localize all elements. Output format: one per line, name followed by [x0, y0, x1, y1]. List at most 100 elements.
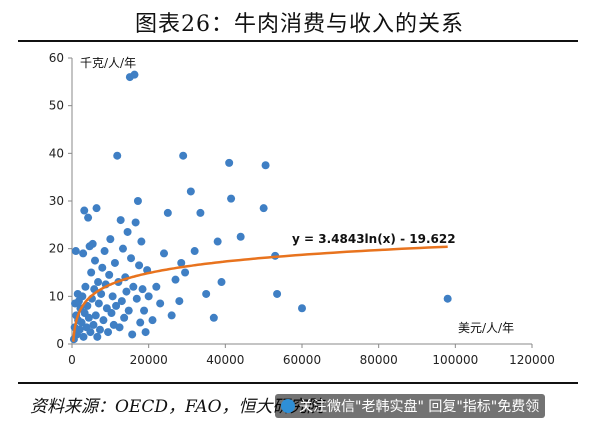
- data-point: [129, 282, 138, 291]
- data-point: [94, 299, 103, 308]
- data-point: [177, 258, 186, 267]
- page-title: 图表26：牛肉消费与收入的关系: [135, 12, 464, 37]
- y-tick-label: 50: [49, 99, 64, 113]
- data-point: [186, 187, 195, 196]
- y-tick-label: 30: [49, 194, 64, 208]
- data-point: [141, 328, 150, 337]
- data-point: [160, 249, 168, 258]
- x-tick-label: 100000: [432, 353, 478, 367]
- data-point: [117, 297, 126, 306]
- data-point: [236, 232, 245, 241]
- data-point: [196, 208, 205, 217]
- data-point: [118, 244, 127, 253]
- data-point: [132, 294, 141, 303]
- data-point: [138, 285, 147, 294]
- data-point: [77, 318, 86, 327]
- data-point: [167, 311, 176, 320]
- data-point: [100, 247, 109, 256]
- data-point: [91, 256, 99, 265]
- watermark-text: 关注微信"老韩实盘" 回复"指标"免费领: [299, 399, 540, 415]
- data-point: [443, 294, 452, 303]
- data-point: [93, 332, 102, 341]
- data-point: [175, 297, 184, 306]
- data-point: [217, 278, 226, 287]
- data-point: [227, 194, 236, 203]
- title-rule: [18, 40, 578, 42]
- data-point: [81, 282, 90, 291]
- x-axis-label: 美元/人/年: [458, 321, 514, 335]
- data-point: [190, 247, 199, 256]
- data-point: [261, 161, 270, 170]
- y-tick-label: 40: [49, 146, 64, 160]
- x-tick-label: 40000: [206, 353, 244, 367]
- data-point: [98, 263, 107, 272]
- data-point: [298, 304, 306, 313]
- data-point: [136, 318, 145, 327]
- data-point: [107, 309, 116, 318]
- data-point: [131, 218, 140, 227]
- trendline-equation: y = 3.4843ln(x) - 19.622: [292, 232, 456, 246]
- wechat-icon: [281, 399, 295, 413]
- data-point: [120, 313, 129, 322]
- data-point: [213, 237, 222, 246]
- data-point: [171, 275, 180, 284]
- data-point: [127, 254, 136, 263]
- data-point: [137, 237, 146, 246]
- data-point: [112, 301, 121, 310]
- y-tick-label: 10: [49, 289, 64, 303]
- data-point: [106, 235, 115, 244]
- chart-points: [69, 70, 452, 344]
- x-tick-label: 0: [68, 353, 76, 367]
- chart-axes: 0 20000 40000 60000 80000 100000 120000 0 10 20 30…: [49, 51, 555, 367]
- x-tick-label: 60000: [283, 353, 321, 367]
- data-point: [105, 270, 114, 279]
- y-tick-label: 0: [56, 337, 64, 351]
- y-axis-label: 千克/人/年: [80, 56, 136, 70]
- data-point: [104, 328, 113, 337]
- data-point: [130, 70, 139, 79]
- data-point: [78, 292, 87, 301]
- data-point: [225, 158, 234, 167]
- data-point: [115, 323, 124, 332]
- data-point: [84, 213, 93, 222]
- data-point: [123, 227, 132, 236]
- data-point: [89, 320, 98, 329]
- data-point: [97, 289, 106, 298]
- data-point: [87, 268, 96, 277]
- data-point: [128, 330, 137, 339]
- data-point: [80, 206, 89, 215]
- y-tick-label: 60: [49, 51, 64, 65]
- data-point: [79, 332, 88, 341]
- data-point: [108, 292, 117, 301]
- x-tick-label: 120000: [509, 353, 555, 367]
- data-point: [99, 316, 108, 325]
- data-point: [179, 151, 188, 160]
- data-point: [79, 249, 88, 258]
- data-point: [273, 289, 282, 298]
- data-point: [92, 204, 101, 213]
- data-point: [181, 268, 190, 277]
- data-point: [135, 261, 144, 270]
- data-point: [124, 306, 133, 315]
- data-point: [94, 278, 103, 287]
- data-point: [113, 151, 122, 160]
- data-point: [209, 313, 218, 322]
- data-point: [86, 328, 95, 337]
- y-tick-label: 20: [49, 242, 64, 256]
- data-point: [95, 325, 104, 334]
- data-point: [84, 313, 93, 322]
- scatter-chart: 0 20000 40000 60000 80000 100000 120000 0 10 20 30…: [49, 51, 555, 367]
- data-point: [156, 299, 165, 308]
- data-point: [75, 325, 84, 334]
- data-point: [71, 247, 80, 256]
- data-point: [144, 292, 153, 301]
- footer-rule: [18, 382, 578, 384]
- data-point: [152, 282, 161, 291]
- source-note: 资料来源：OECD，FAO，恒大研究院: [30, 397, 324, 417]
- data-point: [110, 258, 119, 267]
- data-point: [259, 204, 268, 213]
- watermark-banner: 关注微信"老韩实盘" 回复"指标"免费领: [275, 394, 546, 418]
- data-point: [133, 197, 142, 205]
- trendline: [71, 245, 448, 343]
- data-point: [91, 311, 100, 320]
